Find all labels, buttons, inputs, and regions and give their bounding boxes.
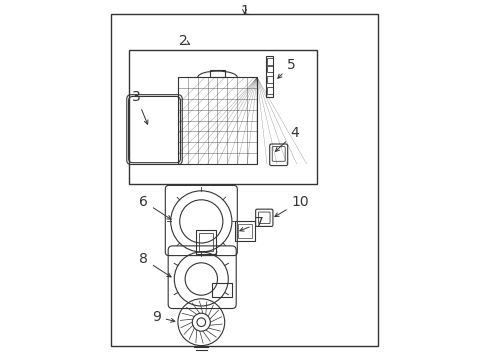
Bar (265, 56, 273, 97)
Bar (266, 66, 273, 72)
Bar (266, 76, 273, 83)
Text: 9: 9 (152, 310, 175, 324)
Text: 8: 8 (139, 252, 171, 277)
Text: 6: 6 (139, 195, 171, 219)
Text: 1: 1 (240, 4, 248, 18)
Bar (235, 221, 255, 241)
Bar (129, 50, 316, 184)
Text: 4: 4 (275, 126, 299, 152)
Bar (111, 14, 377, 346)
Text: 10: 10 (274, 195, 308, 217)
Bar (210, 70, 224, 77)
Text: 5: 5 (277, 58, 295, 78)
Text: 2: 2 (179, 35, 187, 48)
Bar (212, 283, 231, 297)
Text: 7: 7 (239, 216, 263, 231)
Bar (199, 233, 212, 251)
Bar (178, 77, 257, 164)
Bar (196, 230, 215, 254)
Text: 3: 3 (132, 90, 148, 124)
Bar (238, 224, 252, 238)
Bar (266, 58, 273, 65)
Bar (266, 87, 273, 94)
